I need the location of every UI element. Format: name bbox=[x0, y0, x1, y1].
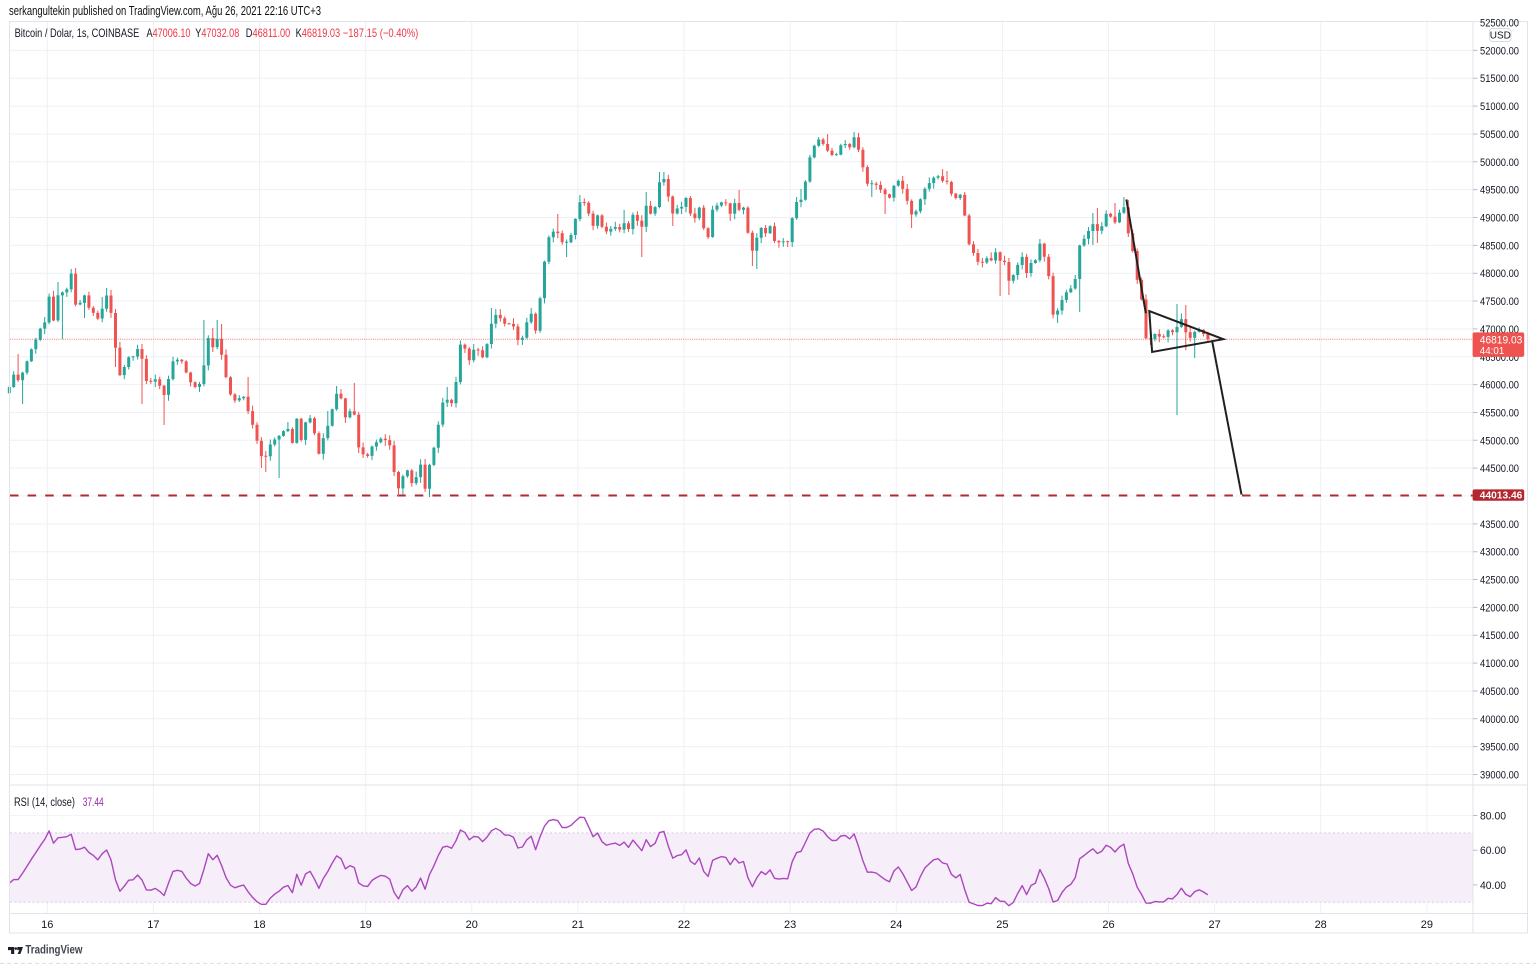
svg-text:K46819.03: K46819.03 bbox=[296, 26, 341, 40]
svg-text:23: 23 bbox=[784, 919, 796, 931]
svg-text:80.00: 80.00 bbox=[1480, 811, 1506, 823]
svg-text:50500.00: 50500.00 bbox=[1480, 129, 1519, 141]
svg-text:Bitcoin / Dolar, 1s, COINBASE: Bitcoin / Dolar, 1s, COINBASE bbox=[15, 26, 140, 40]
svg-text:60.00: 60.00 bbox=[1480, 845, 1506, 857]
svg-text:−187.15 (−0.40%): −187.15 (−0.40%) bbox=[343, 26, 419, 40]
svg-text:TradingView: TradingView bbox=[25, 945, 82, 957]
svg-text:Y47032.08: Y47032.08 bbox=[195, 26, 239, 40]
svg-text:46819.03: 46819.03 bbox=[1480, 334, 1523, 346]
svg-text:A47006.10: A47006.10 bbox=[147, 26, 191, 40]
svg-text:46000.00: 46000.00 bbox=[1480, 380, 1519, 392]
svg-text:26: 26 bbox=[1102, 919, 1114, 931]
svg-text:29: 29 bbox=[1421, 919, 1433, 931]
svg-text:24: 24 bbox=[890, 919, 902, 931]
svg-text:39000.00: 39000.00 bbox=[1480, 770, 1519, 782]
svg-text:49500.00: 49500.00 bbox=[1480, 185, 1519, 197]
svg-text:50000.00: 50000.00 bbox=[1480, 157, 1519, 169]
svg-text:42500.00: 42500.00 bbox=[1480, 575, 1519, 587]
svg-text:52000.00: 52000.00 bbox=[1480, 45, 1519, 57]
svg-text:42000.00: 42000.00 bbox=[1480, 602, 1519, 614]
svg-text:51000.00: 51000.00 bbox=[1480, 101, 1519, 113]
svg-text:41500.00: 41500.00 bbox=[1480, 630, 1519, 642]
svg-text:44:01: 44:01 bbox=[1480, 345, 1505, 357]
svg-text:43000.00: 43000.00 bbox=[1480, 547, 1519, 559]
svg-text:44500.00: 44500.00 bbox=[1480, 463, 1519, 475]
svg-text:44013.46: 44013.46 bbox=[1480, 490, 1523, 502]
svg-text:48500.00: 48500.00 bbox=[1480, 240, 1519, 252]
svg-text:48000.00: 48000.00 bbox=[1480, 268, 1519, 280]
svg-text:20: 20 bbox=[466, 919, 478, 931]
svg-text:19: 19 bbox=[360, 919, 372, 931]
svg-text:21: 21 bbox=[572, 919, 584, 931]
svg-text:52500.00: 52500.00 bbox=[1480, 18, 1519, 30]
svg-text:40.00: 40.00 bbox=[1480, 880, 1506, 892]
svg-text:USD: USD bbox=[1490, 31, 1511, 42]
svg-text:D46811.00: D46811.00 bbox=[246, 26, 291, 40]
svg-text:27: 27 bbox=[1208, 919, 1220, 931]
svg-text:43500.00: 43500.00 bbox=[1480, 519, 1519, 531]
svg-text:40500.00: 40500.00 bbox=[1480, 686, 1519, 698]
svg-text:47500.00: 47500.00 bbox=[1480, 296, 1519, 308]
svg-text:serkangultekin published on Tr: serkangultekin published on TradingView.… bbox=[9, 4, 321, 18]
svg-text:RSI (14, close): RSI (14, close) bbox=[14, 797, 75, 809]
svg-text:17: 17 bbox=[147, 919, 159, 931]
svg-text:37.44: 37.44 bbox=[83, 797, 104, 809]
svg-text:39500.00: 39500.00 bbox=[1480, 742, 1519, 754]
svg-text:40000.00: 40000.00 bbox=[1480, 714, 1519, 726]
svg-text:16: 16 bbox=[41, 919, 53, 931]
svg-text:51500.00: 51500.00 bbox=[1480, 73, 1519, 85]
svg-text:25: 25 bbox=[996, 919, 1008, 931]
svg-text:45500.00: 45500.00 bbox=[1480, 407, 1519, 419]
svg-text:49000.00: 49000.00 bbox=[1480, 213, 1519, 225]
svg-text:45000.00: 45000.00 bbox=[1480, 435, 1519, 447]
svg-text:41000.00: 41000.00 bbox=[1480, 658, 1519, 670]
svg-text:18: 18 bbox=[253, 919, 265, 931]
svg-text:22: 22 bbox=[678, 919, 690, 931]
svg-text:28: 28 bbox=[1315, 919, 1327, 931]
